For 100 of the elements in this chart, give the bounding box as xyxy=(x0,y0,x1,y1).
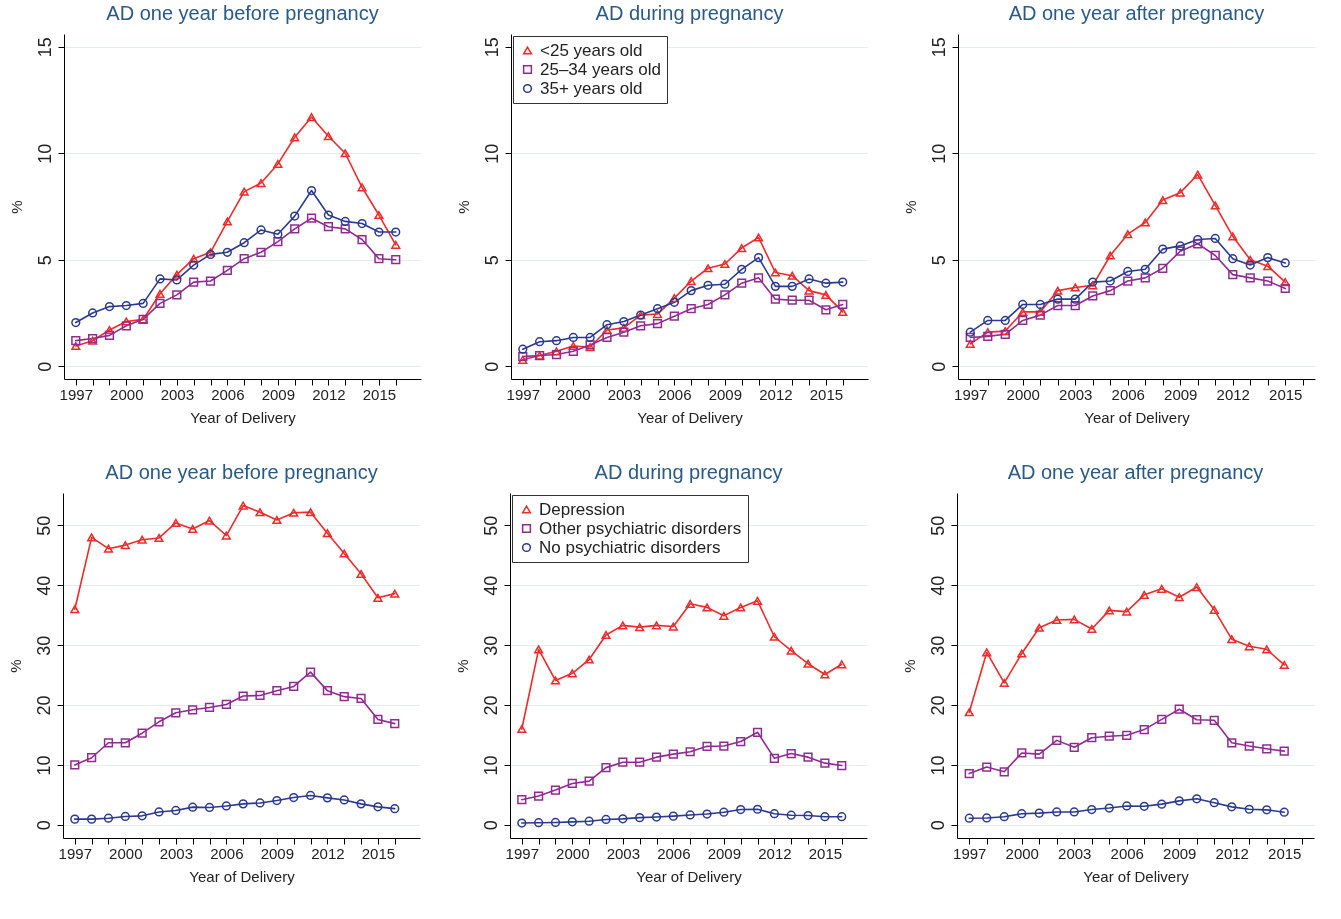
point xyxy=(322,686,333,696)
point xyxy=(1017,748,1027,758)
point xyxy=(1105,251,1115,260)
y-axis-title: % xyxy=(6,659,24,673)
point xyxy=(373,714,383,725)
point xyxy=(1158,196,1168,205)
point xyxy=(290,224,300,234)
point xyxy=(221,531,231,540)
point xyxy=(635,813,645,823)
point xyxy=(70,760,80,770)
point xyxy=(323,222,334,232)
point xyxy=(340,216,350,227)
point xyxy=(636,321,646,331)
point xyxy=(652,309,663,319)
point xyxy=(1227,635,1237,644)
point xyxy=(702,603,712,612)
point xyxy=(517,818,527,828)
x-tick-label: 2009 xyxy=(1164,385,1198,403)
point xyxy=(820,812,830,822)
point xyxy=(1105,276,1115,286)
point xyxy=(120,811,130,822)
point xyxy=(1244,642,1254,651)
point xyxy=(1262,744,1272,754)
point xyxy=(1193,170,1203,179)
x-tick-label: 2006 xyxy=(1110,844,1144,862)
point xyxy=(602,325,612,335)
x-tick-label: 2012 xyxy=(312,385,346,403)
x-tick-label: 1997 xyxy=(954,385,988,403)
point xyxy=(238,691,248,701)
point xyxy=(255,508,265,517)
y-tick-label: 10 xyxy=(481,143,502,164)
point xyxy=(719,807,729,817)
point xyxy=(550,817,561,828)
point xyxy=(1034,808,1044,818)
point xyxy=(154,807,164,817)
legend-label: 25–34 years old xyxy=(540,59,661,79)
point xyxy=(786,748,796,759)
point xyxy=(255,690,265,701)
point xyxy=(87,753,97,763)
x-tick-label: 2009 xyxy=(708,385,743,403)
point xyxy=(272,795,282,806)
y-tick-label: 5 xyxy=(34,255,55,266)
y-tick-label: 5 xyxy=(928,255,949,266)
point xyxy=(306,213,317,223)
point xyxy=(737,278,747,288)
point xyxy=(71,341,81,351)
point xyxy=(1245,260,1255,270)
y-axis-title: % xyxy=(901,200,919,214)
point xyxy=(204,516,215,525)
x-tick-label: 2003 xyxy=(1059,385,1093,403)
point xyxy=(983,315,993,326)
point xyxy=(787,271,797,280)
point xyxy=(703,280,713,290)
x-tick-label: 2000 xyxy=(1006,385,1040,403)
point xyxy=(534,791,544,801)
point xyxy=(289,792,299,803)
point xyxy=(238,799,248,809)
point xyxy=(155,274,165,284)
point xyxy=(1052,735,1062,745)
point xyxy=(685,599,695,608)
point xyxy=(703,299,713,310)
point xyxy=(256,225,266,235)
point xyxy=(668,811,678,821)
point xyxy=(1139,801,1149,811)
point xyxy=(255,798,265,808)
point xyxy=(999,812,1009,822)
point xyxy=(256,247,266,257)
point xyxy=(1227,802,1237,812)
point xyxy=(1228,232,1238,241)
point xyxy=(719,741,729,751)
point xyxy=(1087,733,1097,743)
point xyxy=(356,799,366,809)
point xyxy=(289,681,299,692)
legend-label: Depression xyxy=(539,499,625,519)
y-tick-label: 15 xyxy=(928,37,949,58)
point xyxy=(686,304,696,314)
point xyxy=(737,264,747,274)
point xyxy=(602,332,612,343)
y-tick-label: 0 xyxy=(927,820,948,831)
point xyxy=(601,763,611,773)
point xyxy=(1279,807,1289,817)
point xyxy=(104,301,115,312)
point xyxy=(1228,254,1238,264)
point xyxy=(138,298,148,309)
point xyxy=(838,299,848,310)
point xyxy=(1279,746,1289,756)
y-tick-label: 0 xyxy=(33,820,54,831)
y-axis-title: % xyxy=(454,200,472,214)
point xyxy=(1104,606,1114,615)
point xyxy=(1263,253,1273,263)
point xyxy=(1280,258,1290,268)
x-tick-label: 2003 xyxy=(160,385,195,403)
point xyxy=(137,811,147,821)
x-axis-title: Year of Delivery xyxy=(636,867,743,885)
point xyxy=(551,336,562,346)
point xyxy=(221,801,231,811)
y-axis-title: % xyxy=(453,659,471,673)
point xyxy=(189,277,199,287)
point xyxy=(1017,809,1027,819)
point xyxy=(1104,803,1114,813)
